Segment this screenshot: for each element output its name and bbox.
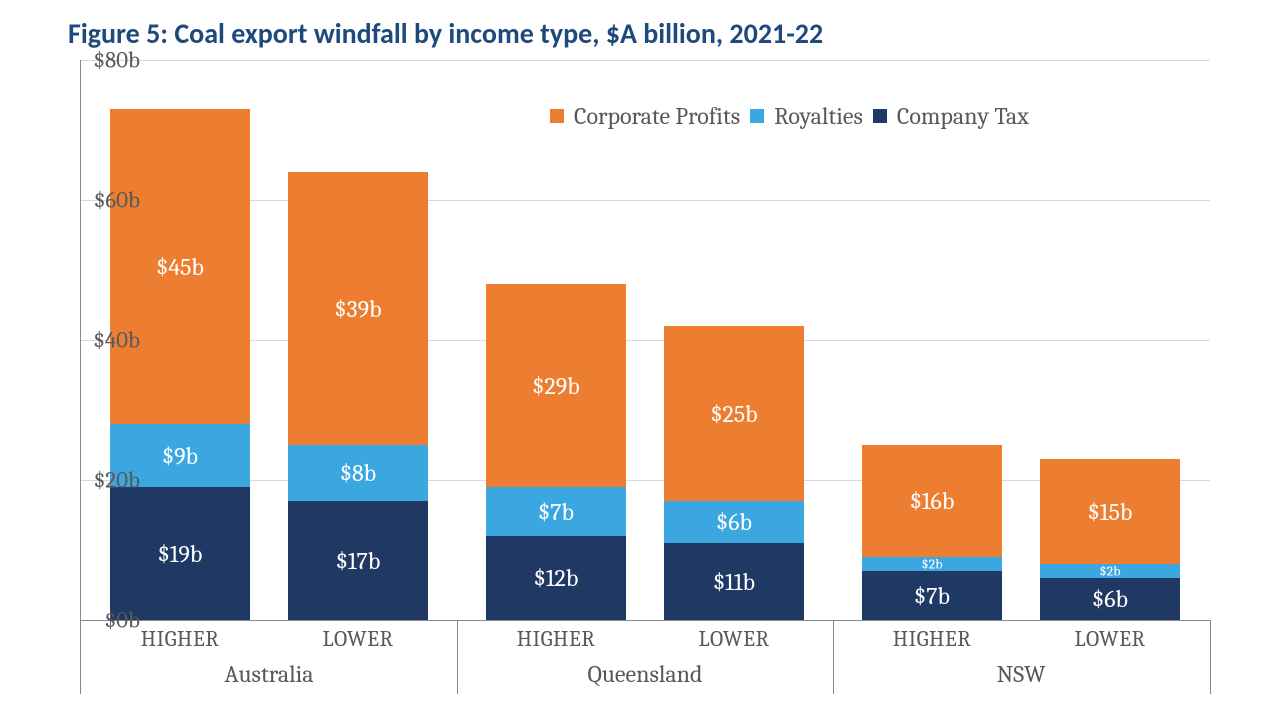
bar-value-label: $12b: [486, 564, 626, 592]
x-subcategory-label: HIGHER: [110, 626, 250, 652]
x-group-label: Australia: [110, 660, 428, 688]
bar-value-label: $19b: [110, 540, 250, 568]
bar-segment-company_tax: $12b: [486, 536, 626, 620]
bar-segment-company_tax: $11b: [664, 543, 804, 620]
bar-segment-company_tax: $17b: [288, 501, 428, 620]
x-subcategory-label: LOWER: [664, 626, 804, 652]
bar-value-label: $2b: [1040, 563, 1180, 580]
legend-swatch-company_tax: [873, 109, 887, 123]
y-tick-label: $60b: [80, 187, 140, 214]
x-group-label: NSW: [862, 660, 1180, 688]
x-group-tick: [833, 620, 834, 694]
x-subcategory-label: LOWER: [1040, 626, 1180, 652]
bar-segment-corporate_profits: $29b: [486, 284, 626, 487]
bar-segment-corporate_profits: $39b: [288, 172, 428, 445]
x-group-tick: [457, 620, 458, 694]
x-group-label: Queensland: [486, 660, 804, 688]
bar-segment-corporate_profits: $25b: [664, 326, 804, 501]
legend-label-corporate_profits: Corporate Profits: [574, 102, 740, 130]
chart-title: Figure 5: Coal export windfall by income…: [68, 16, 823, 51]
bar-segment-corporate_profits: $16b: [862, 445, 1002, 557]
plot-area: $19b $9b $45b $17b $8b $39b $12b $7b $29b $11b $6b…: [80, 60, 1210, 620]
bar-segment-royalties: $6b: [664, 501, 804, 543]
bar-value-label: $25b: [664, 400, 804, 428]
bar-value-label: $11b: [664, 568, 804, 596]
bar-segment-company_tax: $19b: [110, 487, 250, 620]
bar-segment-company_tax: $7b: [862, 571, 1002, 620]
bar-value-label: $29b: [486, 372, 626, 400]
bar-segment-corporate_profits: $15b: [1040, 459, 1180, 564]
x-subcategory-label: LOWER: [288, 626, 428, 652]
bar-value-label: $6b: [1040, 585, 1180, 613]
x-group-tick: [80, 620, 81, 694]
x-subcategory-label: HIGHER: [486, 626, 626, 652]
y-tick-label: $80b: [80, 47, 140, 74]
y-tick-label: $40b: [80, 327, 140, 354]
chart-panel: Figure 5: Coal export windfall by income…: [0, 0, 1280, 720]
bar-value-label: $39b: [288, 295, 428, 323]
bar-value-label: $7b: [486, 498, 626, 526]
bar-segment-royalties: $8b: [288, 445, 428, 501]
bar-value-label: $45b: [110, 253, 250, 281]
bar-segment-royalties: $2b: [1040, 564, 1180, 578]
bar-segment-corporate_profits: $45b: [110, 109, 250, 424]
bar-value-label: $15b: [1040, 498, 1180, 526]
bar-segment-company_tax: $6b: [1040, 578, 1180, 620]
legend-swatch-corporate_profits: [550, 109, 564, 123]
bar-segment-royalties: $7b: [486, 487, 626, 536]
legend: Corporate Profits Royalties Company Tax: [544, 100, 1035, 132]
bar-value-label: $16b: [862, 487, 1002, 515]
bar-value-label: $2b: [862, 556, 1002, 573]
bar-value-label: $6b: [664, 508, 804, 536]
legend-label-company_tax: Company Tax: [897, 102, 1029, 130]
bar-value-label: $8b: [288, 459, 428, 487]
x-group-tick: [1210, 620, 1211, 694]
legend-label-royalties: Royalties: [774, 102, 863, 130]
gridline: [80, 60, 1210, 61]
x-subcategory-label: HIGHER: [862, 626, 1002, 652]
x-axis-line: [80, 620, 1210, 621]
bar-value-label: $9b: [110, 442, 250, 470]
bar-value-label: $17b: [288, 547, 428, 575]
bar-value-label: $7b: [862, 582, 1002, 610]
bar-segment-royalties: $2b: [862, 557, 1002, 571]
legend-swatch-royalties: [750, 109, 764, 123]
y-tick-label: $20b: [80, 467, 140, 494]
